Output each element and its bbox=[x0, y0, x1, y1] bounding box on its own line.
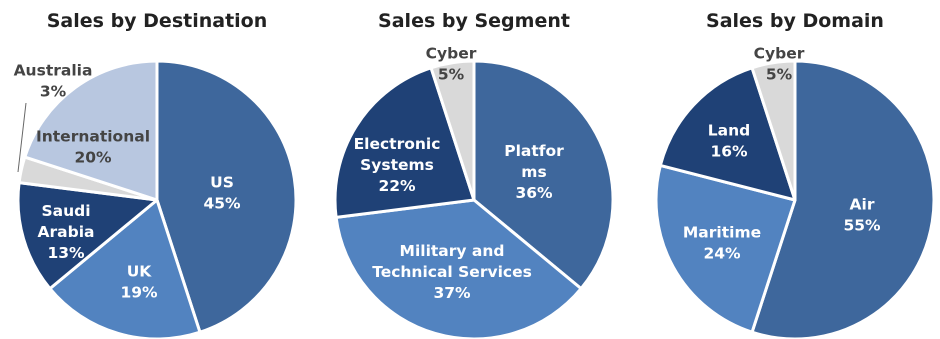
pie-slice-domain-air bbox=[750, 59, 936, 339]
pie-chart-domain: Sales by Domain Air 55% Maritime 24% Land 16%… bbox=[654, 10, 936, 339]
leader-line-australia bbox=[17, 102, 27, 173]
data-label-destination-us: US 45% bbox=[203, 174, 241, 213]
data-label-segment-cyber: Cyber 5% bbox=[426, 45, 477, 84]
data-label-domain-maritime: Maritime 24% bbox=[683, 224, 761, 263]
pie-chart-segment: Sales by Segment Platfor ms 36% Military an… bbox=[333, 10, 615, 339]
data-label-segment-platforms: Platfor ms 36% bbox=[504, 142, 564, 202]
chart-title-segment: Sales by Segment bbox=[378, 10, 570, 32]
pie-slice-destination-us bbox=[155, 59, 298, 334]
pie-slice-segment-electronic-systems bbox=[333, 66, 476, 219]
data-label-segment-electronic-systems: Electronic Systems 22% bbox=[354, 135, 441, 195]
pie-slice-domain-cyber bbox=[750, 59, 797, 202]
pie-slice-destination-saudi-arabia bbox=[16, 181, 159, 291]
data-label-destination-saudi-arabia: Saudi Arabia 13% bbox=[38, 202, 95, 262]
pie-slice-segment-military-and-technical-services bbox=[334, 198, 583, 339]
pie-slice-segment-platforms bbox=[472, 59, 615, 291]
chart-title-domain: Sales by Domain bbox=[706, 10, 884, 32]
chart-title-destination: Sales by Destination bbox=[47, 10, 268, 32]
data-label-segment-military-and-technical-services: Military and Technical Services 37% bbox=[372, 242, 532, 302]
pie-slice-segment-cyber bbox=[429, 59, 476, 202]
data-label-domain-land: Land 16% bbox=[708, 122, 750, 161]
pie-chart-destination: Sales by Destination US 45% UK 19% Saudi Arab… bbox=[14, 10, 298, 339]
data-label-destination-uk: UK 19% bbox=[120, 263, 158, 302]
pie-slice-destination-uk bbox=[48, 198, 202, 339]
data-label-destination-australia: Australia 3% bbox=[14, 62, 93, 101]
data-label-domain-air: Air 55% bbox=[843, 196, 881, 235]
pie-slice-domain-maritime bbox=[654, 163, 797, 334]
data-label-destination-international: International 20% bbox=[36, 128, 150, 167]
data-label-domain-cyber: Cyber 5% bbox=[754, 45, 805, 84]
pie-slice-destination-international bbox=[23, 59, 159, 202]
